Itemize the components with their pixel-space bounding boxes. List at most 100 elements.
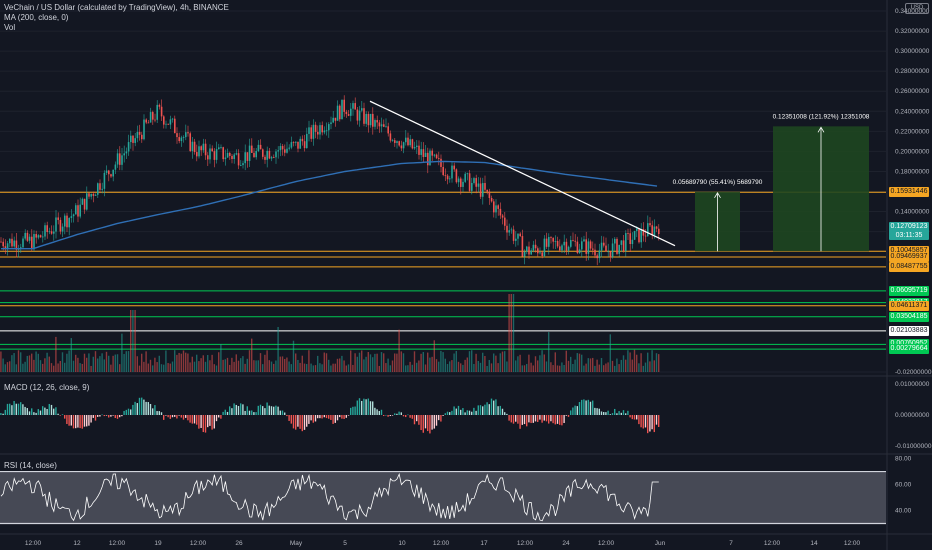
vol-legend[interactable]: Vol (4, 23, 16, 32)
macd-bar (103, 415, 105, 417)
ma-legend[interactable]: MA (200, close, 0) (4, 13, 69, 22)
candle-body (497, 205, 499, 209)
volume-bar (477, 360, 479, 372)
candle-body (303, 141, 306, 149)
macd-bar (6, 403, 9, 415)
volume-bar (416, 362, 418, 372)
volume-bar (521, 365, 523, 372)
candle-body (512, 229, 515, 241)
price-axis[interactable]: 0.34000000 0.32000000 0.30000000 0.28000000… (895, 8, 932, 515)
macd-bar (376, 409, 378, 415)
macd-bar (178, 415, 180, 416)
candle-body (248, 145, 251, 161)
volume-bar (453, 353, 455, 372)
candle-body (354, 103, 356, 110)
candle-body (609, 251, 612, 258)
macd-bar (594, 407, 596, 415)
macd-bar (185, 415, 187, 418)
rsi-legend[interactable]: RSI (14, close) (4, 461, 57, 470)
macd-bar (638, 415, 640, 425)
macd-bar (158, 411, 160, 415)
volume-bar (262, 364, 264, 372)
macd-legend[interactable]: MACD (12, 26, close, 9) (4, 383, 90, 392)
candle-body (453, 165, 455, 170)
macd-histogram (0, 397, 660, 434)
candle-body (570, 240, 572, 247)
candle-body (517, 233, 519, 239)
macd-bar (123, 410, 125, 415)
volume-bar (449, 361, 451, 372)
volume-bar (391, 360, 394, 372)
macd-bar (440, 415, 442, 422)
candle-body (55, 217, 57, 232)
candle-body (268, 150, 271, 159)
candle-body (180, 137, 183, 142)
candle-body (143, 119, 145, 140)
candle-body (374, 120, 376, 127)
candle-body (561, 245, 563, 251)
macd-bar (506, 413, 508, 415)
macd-bar (570, 410, 572, 415)
macd-bar (620, 412, 622, 415)
candle-body (253, 152, 255, 158)
volume-bar (336, 358, 339, 372)
time-axis[interactable]: 12:00 12 12:00 19 12:00 26 May 5 10 12:00 17 12:00 2… (25, 540, 861, 547)
candle-body (312, 124, 315, 139)
measure-tools[interactable]: 0.05689790 (55.41%) 5689790 0.12351008 (1… (673, 113, 870, 252)
volume-bars (0, 294, 660, 372)
candle-body (86, 193, 88, 210)
volume-bar (510, 294, 512, 372)
macd-bar (633, 415, 636, 420)
candle-body (237, 153, 240, 166)
candle-body (358, 110, 361, 121)
macd-bar (235, 404, 237, 415)
volume-bar (347, 364, 350, 372)
candle-body (625, 233, 627, 252)
candle-body (466, 173, 469, 175)
macd-bar (574, 405, 576, 415)
volume-bar (97, 358, 99, 372)
candle-body (530, 250, 532, 255)
volume-bar (444, 358, 446, 372)
candle-body (416, 145, 418, 147)
candle-body (233, 154, 235, 160)
macd-bar (424, 415, 427, 429)
volume-bar (163, 364, 165, 372)
volume-bar (589, 358, 592, 372)
time-tick-label: 26 (235, 540, 243, 547)
macd-bar (644, 415, 647, 428)
volume-bar (266, 350, 268, 372)
macd-bar (57, 413, 59, 415)
trend-line[interactable] (369, 100, 676, 247)
volume-bar (39, 360, 42, 372)
currency-button[interactable]: USD (905, 3, 929, 14)
candle-body (488, 191, 491, 198)
candle-body (81, 198, 84, 205)
candle-body (328, 124, 330, 131)
volume-bar (339, 358, 341, 372)
volume-bar (508, 294, 510, 372)
candle-body (246, 152, 249, 161)
volume-bar (552, 365, 554, 372)
candle-body (532, 244, 535, 251)
level-price-tag: 0.10045857 (889, 246, 929, 257)
time-tick-label: 17 (480, 540, 488, 547)
volume-bar (394, 353, 396, 372)
candle-body (424, 152, 427, 157)
candle-body (213, 151, 216, 160)
candle-body (176, 133, 178, 138)
candle-body (493, 201, 495, 213)
volume-bar (284, 358, 286, 372)
volume-bar (68, 350, 70, 372)
candle-body (242, 163, 244, 166)
volume-bar (422, 352, 424, 372)
volume-bar (594, 365, 596, 372)
candle-body (383, 124, 385, 127)
candle-body (592, 248, 594, 250)
macd-bar (598, 408, 600, 415)
macd-bar (171, 415, 174, 418)
volume-bar (209, 360, 211, 372)
macd-bar (614, 408, 616, 415)
